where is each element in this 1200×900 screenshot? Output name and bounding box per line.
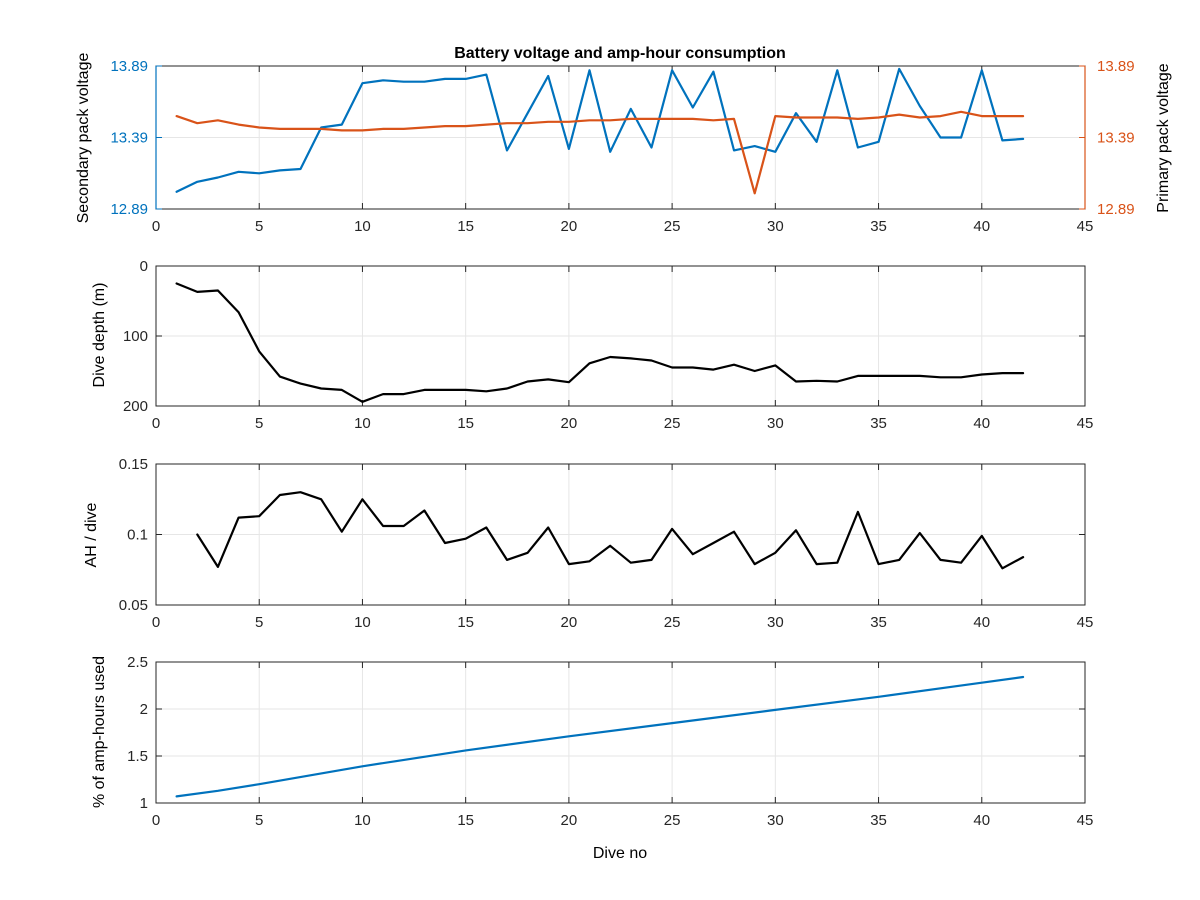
panel-voltage: 0 5 10 15 20 25 30 35 40 4512.8913.3913.8912.8913… (110, 58, 1134, 235)
x-tick-label: 45 (1077, 415, 1094, 432)
x-tick-label: 5 (255, 812, 263, 829)
y2-tick-label: 13.89 (1097, 58, 1135, 75)
y2-tick-label: 12.89 (1097, 201, 1135, 218)
x-tick-label: 25 (664, 614, 681, 631)
y-tick-label: 100 (123, 328, 148, 345)
x-tick-label: 5 (255, 614, 263, 631)
y-tick-label: 0.15 (119, 456, 148, 473)
y-tick-label: 13.89 (110, 58, 148, 75)
x-tick-label: 10 (354, 415, 371, 432)
y-tick-label: 1 (140, 795, 148, 812)
y-axis-label-depth: Dive depth (m) (91, 283, 108, 388)
x-tick-label: 35 (870, 614, 887, 631)
x-tick-label: 30 (767, 415, 784, 432)
x-tick-label: 10 (354, 218, 371, 235)
y-tick-label: 2.5 (127, 654, 148, 671)
x-tick-label: 45 (1077, 812, 1094, 829)
y-tick-label: 12.89 (110, 201, 148, 218)
x-tick-label: 15 (457, 614, 474, 631)
x-tick-label: 20 (561, 218, 578, 235)
x-tick-label: 15 (457, 415, 474, 432)
chart-title: Battery voltage and amp-hour consumption (454, 45, 786, 62)
x-tick-label: 45 (1077, 614, 1094, 631)
series-line-2-0 (196, 491, 1025, 570)
x-tick-label: 40 (973, 218, 990, 235)
x-tick-label: 40 (973, 812, 990, 829)
x-tick-label: 5 (255, 218, 263, 235)
y-tick-label: 0.05 (119, 597, 148, 614)
y-tick-label: 0.1 (127, 527, 148, 544)
x-axis-label: Dive no (593, 845, 647, 862)
x-tick-label: 30 (767, 812, 784, 829)
x-tick-label: 35 (870, 218, 887, 235)
x-tick-label: 20 (561, 812, 578, 829)
x-tick-label: 45 (1077, 218, 1094, 235)
x-tick-label: 0 (152, 614, 160, 631)
x-tick-label: 35 (870, 812, 887, 829)
x-tick-label: 40 (973, 614, 990, 631)
x-tick-label: 10 (354, 812, 371, 829)
panel-ah-per-dive: 0 5 10 15 20 25 30 35 40 45 0.05 0.1 0.15 (119, 456, 1094, 631)
y-tick-label: 1.5 (127, 748, 148, 765)
panel-amp-hours-used: 0 5 10 15 20 25 30 35 40 45 1 1.5 2 2.5 (127, 654, 1093, 829)
x-tick-label: 0 (152, 812, 160, 829)
series-line-0-0 (175, 67, 1025, 193)
y-tick-label: 13.39 (110, 130, 148, 147)
series-line-0-1 (175, 110, 1025, 195)
x-tick-label: 0 (152, 415, 160, 432)
x-tick-label: 25 (664, 812, 681, 829)
x-tick-label: 40 (973, 415, 990, 432)
x-tick-label: 15 (457, 218, 474, 235)
x-tick-label: 5 (255, 415, 263, 432)
x-tick-label: 25 (664, 218, 681, 235)
x-tick-label: 20 (561, 614, 578, 631)
y-axis-label-secondary: Secondary pack voltage (75, 53, 92, 224)
x-tick-label: 30 (767, 218, 784, 235)
plot-frame (155, 661, 1086, 804)
y-tick-label: 0 (140, 258, 148, 275)
panel-dive-depth: 0 5 10 15 20 25 30 35 40 45 0 100 200 (123, 258, 1093, 432)
series-line-3-0 (175, 675, 1025, 798)
x-tick-label: 0 (152, 218, 160, 235)
y2-tick-label: 13.39 (1097, 130, 1135, 147)
y-axis-label-amp-hours: % of amp-hours used (91, 656, 108, 808)
x-tick-label: 30 (767, 614, 784, 631)
series-line-1-0 (175, 282, 1025, 403)
y-axis-label-ah: AH / dive (83, 502, 100, 567)
x-tick-label: 20 (561, 415, 578, 432)
y-tick-label: 200 (123, 398, 148, 415)
y-tick-label: 2 (140, 701, 148, 718)
y-axis-label-primary: Primary pack voltage (1155, 63, 1172, 212)
x-tick-label: 35 (870, 415, 887, 432)
x-tick-label: 10 (354, 614, 371, 631)
x-tick-label: 15 (457, 812, 474, 829)
x-tick-label: 25 (664, 415, 681, 432)
